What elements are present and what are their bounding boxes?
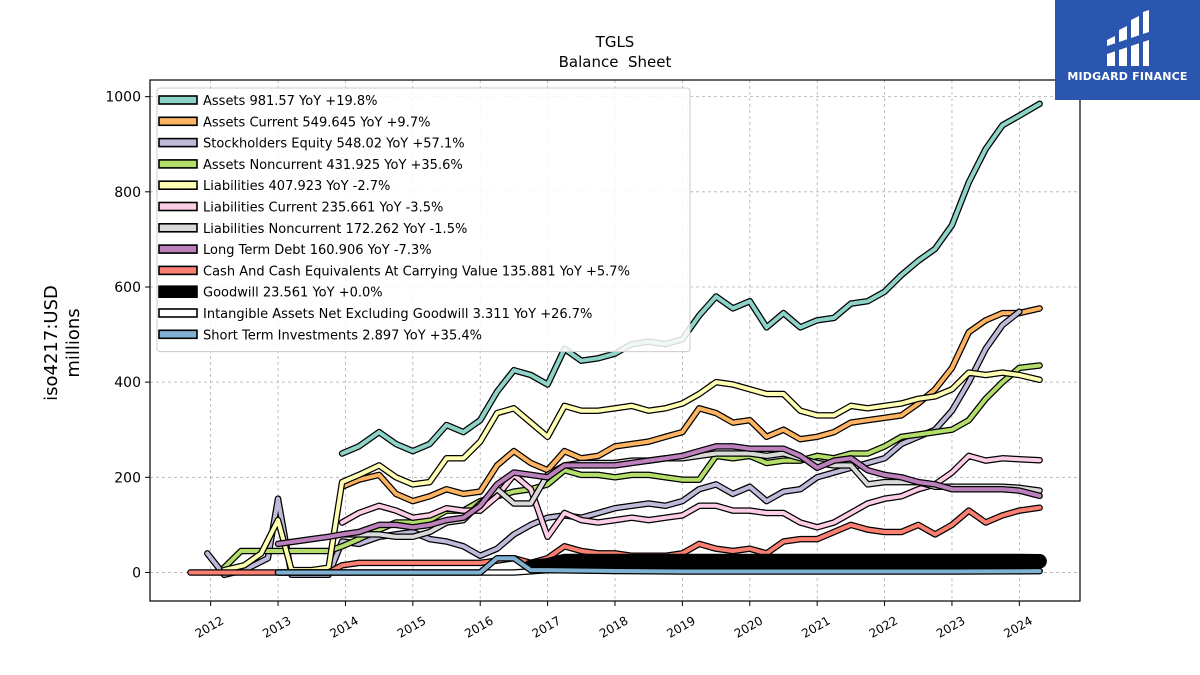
x-tick-label: 2013 <box>260 613 293 640</box>
series-line <box>222 370 1042 573</box>
x-tick-label: 2017 <box>530 613 563 640</box>
legend-label: Goodwill 23.561 YoY +0.0% <box>203 286 383 301</box>
legend-label: Intangible Assets Net Excluding Goodwill… <box>203 307 592 322</box>
legend-swatch <box>158 265 198 276</box>
x-tick-label: 2015 <box>395 613 428 640</box>
legend-swatch <box>158 201 198 212</box>
legend-label: Liabilities 407.923 YoY -2.7% <box>203 179 390 194</box>
series-2 <box>204 308 1023 579</box>
legend-swatch <box>158 116 198 127</box>
series-line <box>276 444 1042 546</box>
legend: Assets 981.57 YoY +19.8% Assets Current 5… <box>156 87 691 353</box>
y-tick-label: 200 <box>114 470 141 486</box>
legend-label: Liabilities Noncurrent 172.262 YoY -1.5% <box>203 222 467 237</box>
y-tick-label: 1000 <box>105 90 141 106</box>
chart-title: TGLS <box>595 33 635 51</box>
series-7 <box>274 443 1043 548</box>
series-9 <box>523 553 1047 574</box>
x-tick-label: 2016 <box>462 613 495 640</box>
brand-logo: MIDGARD FINANCE <box>1055 0 1200 100</box>
y-axis-label-unit: iso4217:USD <box>41 285 62 401</box>
legend-label: Stockholders Equity 548.02 YoY +57.1% <box>203 137 465 152</box>
legend-label: Short Term Investments 2.897 YoY +35.4% <box>203 328 482 343</box>
y-tick-label: 400 <box>114 375 141 391</box>
midgard-logo-icon <box>1107 10 1149 66</box>
y-tick-label: 600 <box>114 280 141 296</box>
x-tick-label: 2018 <box>597 613 630 640</box>
legend-label: Liabilities Current 235.661 YoY -3.5% <box>203 201 443 216</box>
series-line <box>205 309 1022 577</box>
legend-swatch <box>158 137 198 148</box>
legend-box <box>156 87 691 353</box>
legend-label: Assets Noncurrent 431.925 YoY +35.6% <box>203 158 463 173</box>
legend-swatch <box>158 180 198 190</box>
y-tick-label: 800 <box>114 185 141 201</box>
series-line <box>524 555 1046 573</box>
legend-label: Cash And Cash Equivalents At Carrying Va… <box>203 264 630 279</box>
legend-swatch <box>158 329 198 340</box>
x-tick-label: 2023 <box>934 613 967 640</box>
series-lines <box>187 100 1047 579</box>
legend-label: Assets 981.57 YoY +19.8% <box>203 94 378 109</box>
brand-name: MIDGARD FINANCE <box>1067 70 1188 83</box>
x-tick-label: 2022 <box>867 613 900 640</box>
legend-swatch <box>158 159 198 169</box>
legend-swatch <box>158 244 198 254</box>
x-tick-label: 2014 <box>327 613 360 640</box>
x-tick-label: 2020 <box>732 613 765 640</box>
legend-label: Assets Current 549.645 YoY +9.7% <box>203 115 430 130</box>
x-tick-label: 2021 <box>799 613 832 640</box>
series-5 <box>338 452 1043 541</box>
series-line <box>222 363 1042 570</box>
legend-swatch <box>158 308 198 318</box>
x-tick-label: 2012 <box>193 613 226 640</box>
series-4 <box>220 369 1043 574</box>
series-line <box>340 453 1042 539</box>
y-axis-label-scale: millions <box>63 308 84 377</box>
x-tick-label: 2024 <box>1001 613 1034 640</box>
legend-label: Long Term Debt 160.906 YoY -7.3% <box>203 243 432 258</box>
series-0 <box>338 100 1043 457</box>
series-3 <box>220 362 1043 571</box>
legend-swatch <box>158 223 198 233</box>
series-line <box>340 101 1042 456</box>
y-tick-label: 0 <box>132 565 141 581</box>
chart-subtitle: Balance Sheet <box>559 53 672 71</box>
series-11 <box>274 554 1043 576</box>
legend-swatch <box>158 95 198 105</box>
axes: 0 200 400 600 800 1000 2012 2013 2014 2015 2016 201… <box>105 79 1081 641</box>
legend-swatch <box>158 285 198 299</box>
x-tick-label: 2019 <box>664 613 697 640</box>
series-line <box>276 556 1042 575</box>
